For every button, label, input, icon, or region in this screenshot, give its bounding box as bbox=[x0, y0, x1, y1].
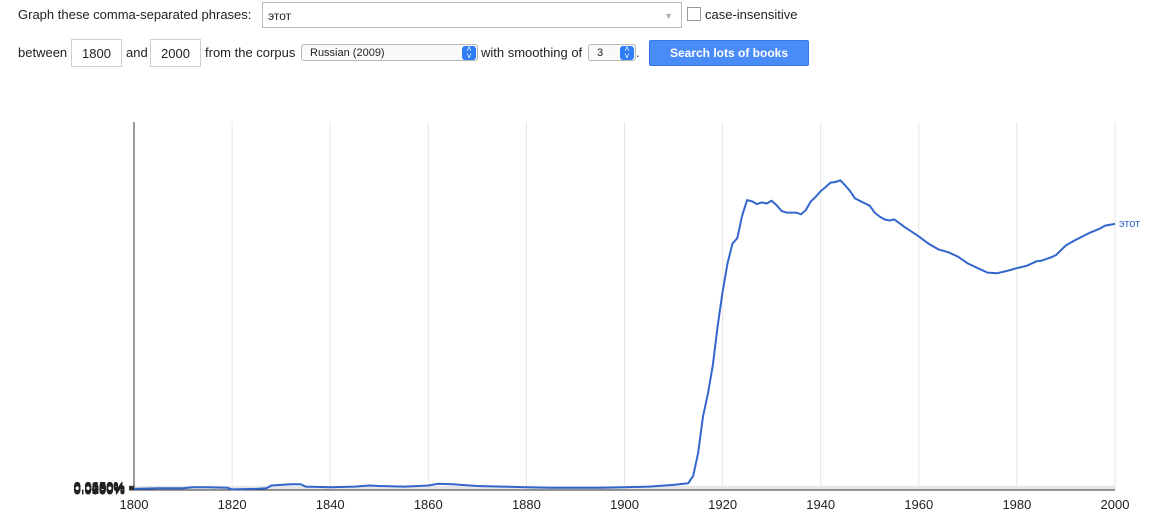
select-arrows-icon: ˄ ˅ bbox=[462, 45, 476, 61]
y-tick-label: 0.0150% bbox=[74, 482, 126, 497]
phrases-label: Graph these comma-separated phrases: bbox=[18, 7, 252, 22]
x-tick-label: 1840 bbox=[316, 497, 345, 512]
corpus-value: Russian (2009) bbox=[310, 47, 385, 59]
end-year-input[interactable] bbox=[150, 39, 201, 67]
x-tick-label: 1860 bbox=[414, 497, 443, 512]
y-tick-label: 0.0350% bbox=[74, 481, 126, 496]
x-tick-label: 1960 bbox=[904, 497, 933, 512]
start-year-input[interactable] bbox=[71, 39, 122, 67]
y-tick-label: 0.0000% bbox=[74, 483, 126, 498]
phrases-input[interactable] bbox=[268, 7, 648, 25]
phrases-field[interactable]: ▼ bbox=[262, 2, 682, 28]
y-tick-label: 0.0550% bbox=[74, 479, 126, 494]
y-tick-label: 0.0200% bbox=[74, 481, 126, 496]
y-tick-label: 0.0050% bbox=[74, 482, 126, 497]
smoothing-value: 3 bbox=[597, 47, 604, 59]
smoothing-select[interactable]: 3 ˄ ˅ bbox=[588, 44, 636, 61]
x-tick-label: 1980 bbox=[1002, 497, 1031, 512]
corpus-label: from the corpus bbox=[205, 45, 296, 60]
select-arrows-icon: ˄ ˅ bbox=[620, 45, 634, 61]
smoothing-label: with smoothing of bbox=[481, 45, 583, 60]
y-tick-label: 0.0450% bbox=[74, 480, 126, 495]
x-tick-label: 1900 bbox=[610, 497, 639, 512]
chevron-down-icon[interactable]: ▼ bbox=[664, 11, 673, 21]
x-tick-label: 1940 bbox=[806, 497, 835, 512]
series-label[interactable]: этот bbox=[1119, 218, 1140, 230]
x-tick-label: 1800 bbox=[120, 497, 149, 512]
case-insensitive-label[interactable]: case-insensitive bbox=[705, 7, 798, 22]
y-tick-label: 0.0400% bbox=[74, 480, 126, 495]
smoothing-suffix: . bbox=[636, 45, 640, 60]
case-insensitive-checkbox[interactable] bbox=[687, 7, 701, 21]
y-tick-label: 0.0650% bbox=[74, 479, 126, 494]
series-line[interactable] bbox=[133, 179, 1116, 491]
y-tick-label: 0.0100% bbox=[74, 482, 126, 497]
and-label: and bbox=[126, 45, 148, 60]
x-tick-label: 1920 bbox=[708, 497, 737, 512]
y-tick-label: 0.0250% bbox=[74, 481, 126, 496]
corpus-select[interactable]: Russian (2009) ˄ ˅ bbox=[301, 44, 478, 61]
x-tick-label: 1880 bbox=[512, 497, 541, 512]
y-tick-label: 0.0300% bbox=[74, 481, 126, 496]
x-tick-label: 1820 bbox=[218, 497, 247, 512]
y-tick-label: 0.0600% bbox=[74, 479, 126, 494]
y-tick-label: 0.0500% bbox=[74, 480, 126, 495]
search-button[interactable]: Search lots of books bbox=[649, 40, 809, 66]
between-label: between bbox=[18, 45, 68, 60]
x-tick-label: 2000 bbox=[1101, 497, 1130, 512]
